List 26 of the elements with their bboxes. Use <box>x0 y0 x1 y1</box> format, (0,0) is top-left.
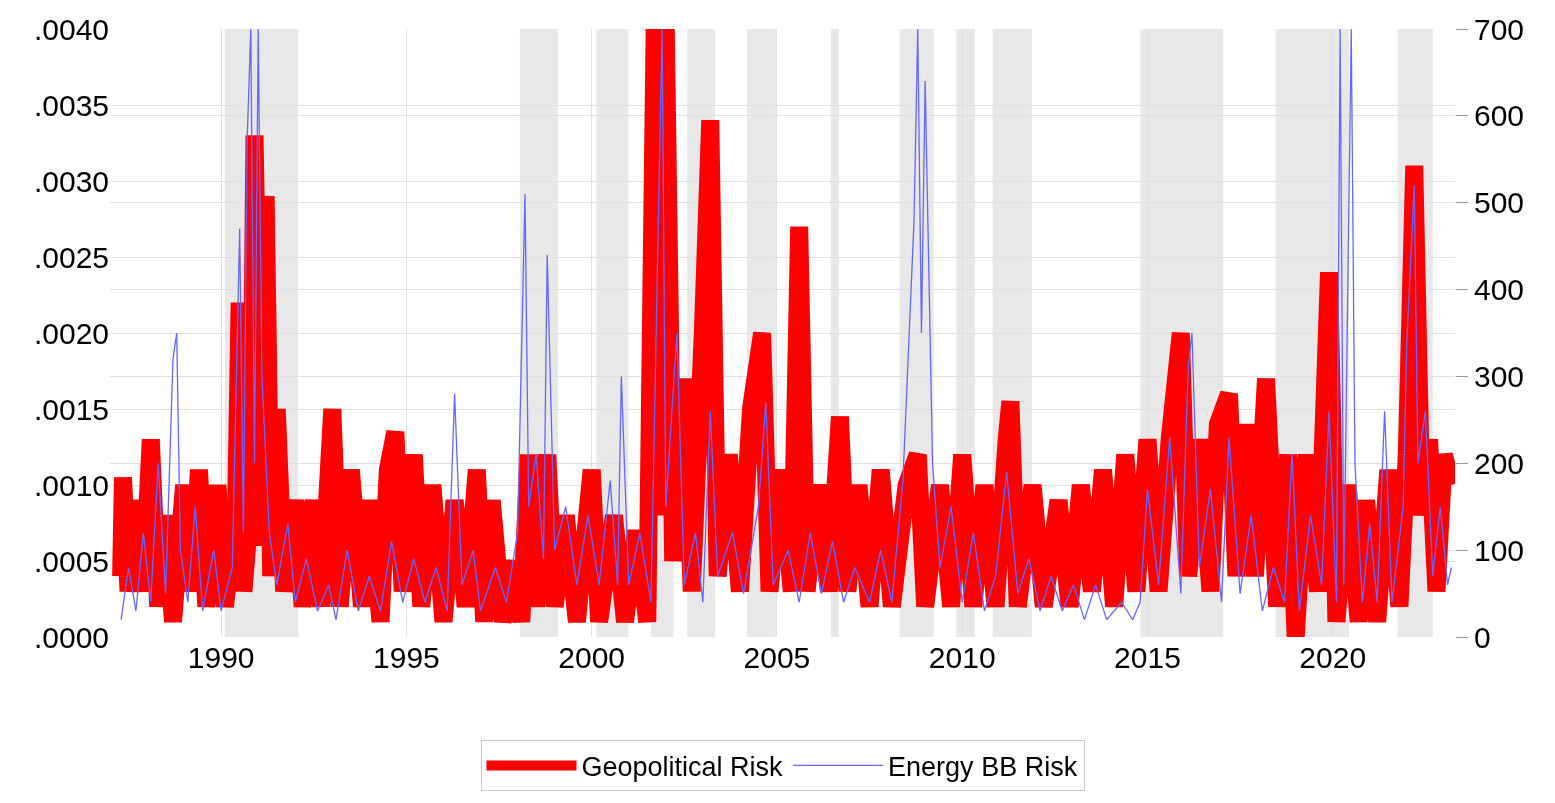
y-tick-label: .0035 <box>33 88 109 122</box>
legend-label: Geopolitical Risk <box>581 751 784 782</box>
y-tick-label: .0020 <box>33 316 109 350</box>
y-tick-label: .0010 <box>33 468 109 502</box>
y2-tick-label: 300 <box>1474 359 1525 393</box>
x-tick-label: 1995 <box>373 641 440 674</box>
y2-tick-label: 400 <box>1474 273 1525 307</box>
y-tick-label: .0040 <box>33 12 109 46</box>
y2-tick-label: 700 <box>1474 12 1525 46</box>
y-tick-label: .0015 <box>33 392 109 426</box>
y2-tick-label: 500 <box>1474 186 1525 220</box>
x-tick-label: 2015 <box>1114 641 1181 674</box>
y2-tick-label: 600 <box>1474 99 1525 133</box>
x-tick-label: 2020 <box>1299 641 1367 674</box>
y2-tick-label: 0 <box>1474 620 1491 654</box>
y-tick-label: .0025 <box>33 240 109 274</box>
x-tick-label: 1990 <box>187 641 255 674</box>
y-tick-label: .0005 <box>33 544 109 578</box>
y2-tick-label: 100 <box>1474 533 1525 567</box>
x-tick-label: 2000 <box>558 641 626 674</box>
y2-tick-label: 200 <box>1474 446 1525 480</box>
x-tick-label: 2005 <box>743 641 811 674</box>
y-tick-label: .0030 <box>33 164 109 198</box>
y-tick-label: .0000 <box>33 620 109 654</box>
x-tick-label: 2010 <box>928 641 996 674</box>
legend-label: Energy BB Risk <box>888 751 1078 782</box>
